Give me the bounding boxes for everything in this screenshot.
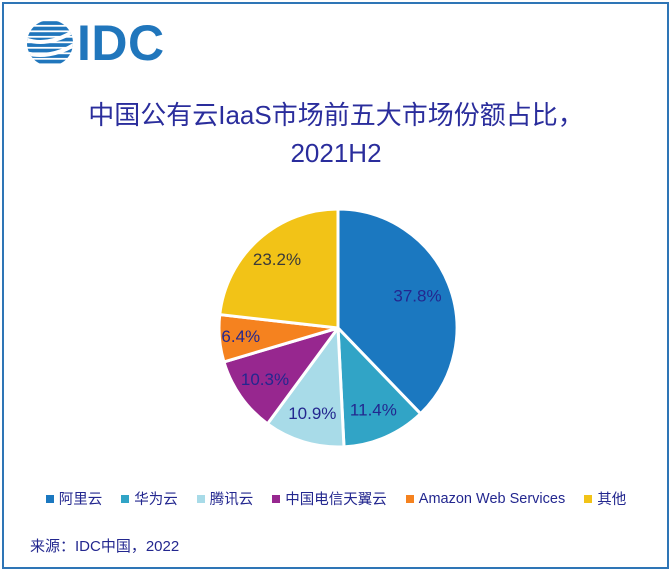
idc-globe-icon — [27, 20, 73, 66]
idc-logo: IDC — [27, 15, 165, 71]
source-note: 来源：IDC中国，2022 — [30, 538, 180, 555]
pie-slice-2 — [336, 326, 423, 449]
legend-label: 华为云 — [134, 492, 178, 508]
legend-swatch-icon — [45, 494, 54, 503]
chart-title-line1: 中国公有云IaaS市场前五大市场份额占比， — [88, 100, 584, 130]
legend-swatch-icon — [272, 494, 281, 503]
pie-slice-label-6: 23.2% — [253, 250, 301, 269]
legend-swatch-icon — [405, 494, 414, 503]
legend-label: 其他 — [597, 492, 627, 508]
legend-item-4: 中国电信天翼云 — [272, 488, 387, 509]
legend-item-1: 阿里云 — [45, 488, 103, 509]
chart-legend: 阿里云 华为云 腾讯云 中国电信天翼云 Amazon Web Services 其他 — [0, 488, 672, 509]
pie-slice-label-1: 37.8% — [393, 287, 441, 306]
legend-item-3: 腾讯云 — [196, 488, 254, 509]
pie-slice-label-3: 10.9% — [288, 404, 336, 423]
pie-slice-label-2: 11.4% — [350, 400, 397, 419]
legend-label: Amazon Web Services — [418, 490, 566, 507]
idc-logo-text: IDC — [77, 15, 165, 71]
pie-slice-1 — [336, 207, 459, 416]
legend-label: 阿里云 — [58, 492, 103, 508]
pie-slice-3 — [265, 326, 346, 449]
legend-label: 中国电信天翼云 — [285, 492, 387, 508]
legend-item-5: Amazon Web Services — [405, 490, 566, 507]
legend-swatch-icon — [584, 494, 593, 503]
pie-slice-label-4: 10.3% — [241, 370, 289, 389]
legend-swatch-icon — [196, 494, 205, 503]
pie-slice-6 — [218, 207, 340, 330]
chart-title-line2: 2021H2 — [290, 138, 382, 168]
chart-title: 中国公有云IaaS市场前五大市场份额占比， 2021H2 — [0, 96, 672, 172]
legend-item-2: 华为云 — [121, 488, 178, 509]
pie-chart: 37.8% 11.4% 10.9% 10.3% 6.4% 23.2% — [208, 198, 468, 458]
legend-swatch-icon — [121, 494, 130, 503]
legend-item-6: 其他 — [584, 488, 626, 509]
legend-label: 腾讯云 — [209, 492, 254, 508]
pie-slice-label-5: 6.4% — [221, 327, 260, 346]
